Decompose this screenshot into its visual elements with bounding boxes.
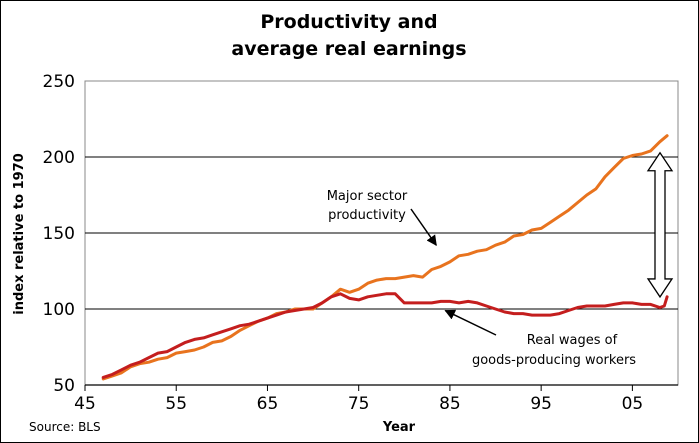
x-tick-label-95: 95 — [530, 394, 552, 414]
data-series — [101, 134, 669, 381]
gap-arrow-shape — [646, 151, 674, 299]
y-tick-label-250: 250 — [43, 72, 75, 92]
x-tick-label-45: 45 — [74, 394, 96, 414]
y-axis-label: index relative to 1970 — [12, 153, 27, 315]
annotation-wages-arrow — [444, 309, 497, 336]
x-tick-label-75: 75 — [348, 394, 370, 414]
annotation-productivity-line-1: Major sector — [327, 189, 408, 204]
x-tick-label-85: 85 — [439, 394, 461, 414]
annotation-wages-line-2: goods-producing workers — [472, 353, 636, 368]
chart-title-line-2: average real earnings — [231, 38, 466, 60]
y-tick-label-100: 100 — [43, 300, 75, 320]
x-axis-label: Year — [382, 420, 416, 435]
annotation-productivity-arrow — [410, 208, 437, 247]
source-note: Source: BLS — [29, 420, 101, 434]
chart-title-line-1: Productivity and — [260, 11, 437, 33]
series-line-productivity — [101, 134, 669, 381]
y-tick-label-150: 150 — [43, 224, 75, 244]
y-tick-label-200: 200 — [43, 148, 75, 168]
x-tick-label-65: 65 — [257, 394, 279, 414]
gap-double-arrow — [646, 151, 674, 299]
y-axis-ticks: 50 100 150 200 250 — [43, 72, 75, 396]
series-line-real-wages — [101, 292, 669, 379]
gridlines — [85, 156, 678, 386]
annotation-wages-line-1: Real wages of — [527, 333, 618, 348]
annotations: Major sector productivity Real wages of goo… — [327, 189, 637, 368]
x-axis-ticks: 45 55 65 75 85 95 05 — [74, 385, 643, 414]
x-tick-label-05: 05 — [622, 394, 644, 414]
x-tick-label-55: 55 — [165, 394, 187, 414]
annotation-productivity-line-2: productivity — [328, 208, 406, 223]
y-tick-label-50: 50 — [53, 376, 75, 396]
